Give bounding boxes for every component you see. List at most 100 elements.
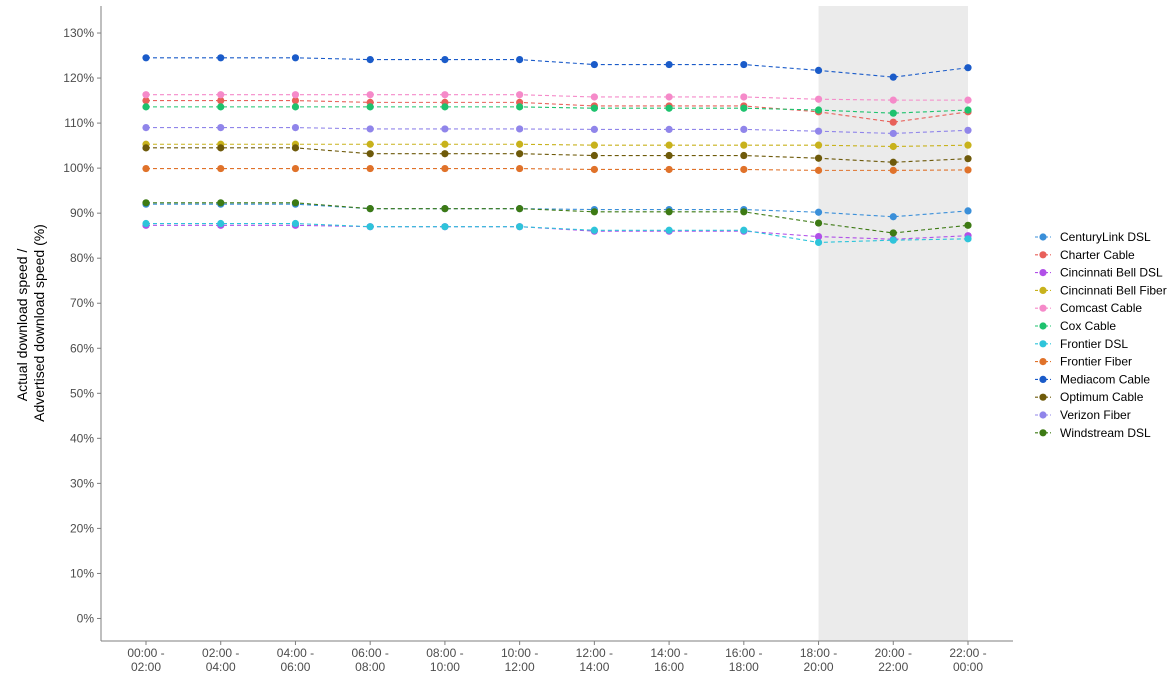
- data-point-optimum-cable: [217, 144, 225, 152]
- data-point-frontier-fiber: [366, 164, 374, 173]
- data-point-frontier-fiber: [516, 164, 524, 173]
- data-point-cox-cable: [366, 103, 374, 111]
- y-tick-label: 120%: [63, 71, 94, 85]
- data-point-cincinnati-bell-fiber: [590, 141, 598, 149]
- y-tick-label: 60%: [70, 341, 94, 355]
- data-point-optimum-cable: [441, 150, 449, 158]
- x-tick-label-line: 16:00: [654, 660, 684, 674]
- x-tick-label-line: 10:00 -: [501, 646, 538, 660]
- y-tick-label: 70%: [70, 296, 94, 310]
- series-line-windstream-dsl: [146, 202, 969, 234]
- x-tick-label: 16:00 -18:00: [725, 646, 762, 674]
- data-point-cincinnati-bell-fiber: [740, 141, 748, 149]
- data-point-comcast-cable: [814, 95, 823, 103]
- legend-key-point-charter-cable: [1039, 251, 1047, 259]
- data-point-cox-cable: [740, 104, 748, 112]
- data-point-frontier-dsl: [964, 235, 972, 243]
- data-point-comcast-cable: [366, 91, 374, 99]
- x-tick-label: 22:00 -00:00: [949, 646, 986, 674]
- data-point-verizon-fiber: [814, 127, 823, 135]
- data-point-frontier-dsl: [516, 223, 524, 231]
- y-tick-label: 30%: [70, 476, 94, 490]
- data-point-mediacom-cable: [889, 73, 897, 81]
- data-point-frontier-dsl: [217, 219, 225, 228]
- data-point-frontier-fiber: [740, 165, 748, 174]
- data-point-cox-cable: [889, 109, 897, 117]
- legend-key-point-cox-cable: [1039, 322, 1047, 330]
- data-point-charter-cable: [291, 96, 300, 105]
- data-point-charter-cable: [217, 96, 225, 105]
- y-axis-title: Actual download speed / Advertised downl…: [14, 224, 47, 422]
- series-line-centurylink-dsl: [146, 203, 969, 218]
- data-point-comcast-cable: [665, 93, 673, 101]
- x-tick-label: 02:00 -04:00: [202, 646, 239, 674]
- legend-label-cincinnati-bell-fiber: Cincinnati Bell Fiber: [1060, 283, 1167, 297]
- data-point-verizon-fiber: [964, 126, 972, 134]
- data-point-verizon-fiber: [665, 125, 673, 133]
- y-tick-label: 50%: [70, 386, 94, 400]
- data-point-cincinnati-bell-fiber: [665, 141, 673, 149]
- data-point-frontier-dsl: [291, 219, 300, 228]
- x-tick-label-line: 02:00 -: [202, 646, 239, 660]
- legend-label-cox-cable: Cox Cable: [1060, 319, 1116, 333]
- legend-label-cincinnati-bell-dsl: Cincinnati Bell DSL: [1060, 266, 1163, 280]
- y-tick-label: 130%: [63, 26, 94, 40]
- x-tick-label-line: 12:00 -: [576, 646, 613, 660]
- legend-label-frontier-fiber: Frontier Fiber: [1060, 355, 1132, 369]
- data-point-comcast-cable: [889, 96, 897, 104]
- series-line-mediacom-cable: [146, 57, 969, 78]
- legend-key-point-frontier-fiber: [1039, 358, 1047, 366]
- data-point-verizon-fiber: [590, 125, 598, 133]
- x-tick-label-line: 22:00: [878, 660, 908, 674]
- x-tick-label: 10:00 -12:00: [501, 646, 538, 674]
- series-line-cincinnati-bell-dsl: [146, 224, 969, 240]
- data-point-frontier-dsl: [366, 223, 374, 231]
- y-axis-title-line-2: Advertised download speed (%): [31, 224, 47, 422]
- legend-label-comcast-cable: Comcast Cable: [1060, 301, 1142, 315]
- legend-key-point-frontier-dsl: [1039, 340, 1047, 348]
- series-line-frontier-dsl: [146, 222, 969, 243]
- data-point-cox-cable: [142, 103, 150, 111]
- data-point-frontier-dsl: [665, 226, 673, 234]
- data-point-centurylink-dsl: [889, 213, 897, 221]
- data-point-frontier-fiber: [142, 164, 150, 173]
- data-point-cincinnati-bell-fiber: [516, 140, 524, 148]
- data-point-windstream-dsl: [889, 229, 897, 237]
- x-tick-label: 14:00 -16:00: [650, 646, 687, 674]
- data-point-optimum-cable: [964, 155, 972, 163]
- legend-label-verizon-fiber: Verizon Fiber: [1060, 408, 1131, 422]
- x-tick-label-line: 16:00 -: [725, 646, 762, 660]
- data-point-frontier-dsl: [590, 226, 598, 234]
- data-point-windstream-dsl: [964, 221, 972, 229]
- data-point-cox-cable: [217, 103, 225, 111]
- data-point-windstream-dsl: [814, 219, 823, 227]
- data-point-cincinnati-bell-fiber: [889, 142, 897, 151]
- data-point-charter-cable: [142, 96, 150, 105]
- data-point-frontier-fiber: [964, 166, 972, 174]
- data-point-verizon-fiber: [516, 125, 524, 133]
- data-point-mediacom-cable: [142, 54, 150, 62]
- legend-key-point-verizon-fiber: [1039, 411, 1047, 419]
- data-point-cincinnati-bell-fiber: [441, 140, 449, 148]
- x-tick-label: 06:00 -08:00: [352, 646, 389, 674]
- legend-label-windstream-dsl: Windstream DSL: [1060, 426, 1151, 440]
- x-tick-label-line: 04:00: [206, 660, 236, 674]
- data-point-optimum-cable: [814, 154, 823, 162]
- data-point-centurylink-dsl: [814, 208, 823, 216]
- data-point-verizon-fiber: [441, 125, 449, 133]
- x-tick-label: 20:00 -22:00: [875, 646, 912, 674]
- x-tick-label: 04:00 -06:00: [277, 646, 314, 674]
- x-tick-label: 08:00 -10:00: [426, 646, 463, 674]
- x-tick-label-line: 06:00: [280, 660, 310, 674]
- data-point-comcast-cable: [590, 93, 598, 101]
- y-tick-label: 80%: [70, 251, 94, 265]
- legend-key-point-centurylink-dsl: [1039, 233, 1047, 241]
- data-point-frontier-dsl: [814, 238, 823, 247]
- data-point-windstream-dsl: [740, 208, 748, 216]
- x-tick-label-line: 00:00: [953, 660, 983, 674]
- data-point-comcast-cable: [516, 91, 524, 99]
- data-point-frontier-dsl: [740, 226, 748, 234]
- data-point-mediacom-cable: [964, 64, 972, 72]
- data-point-cox-cable: [516, 103, 524, 111]
